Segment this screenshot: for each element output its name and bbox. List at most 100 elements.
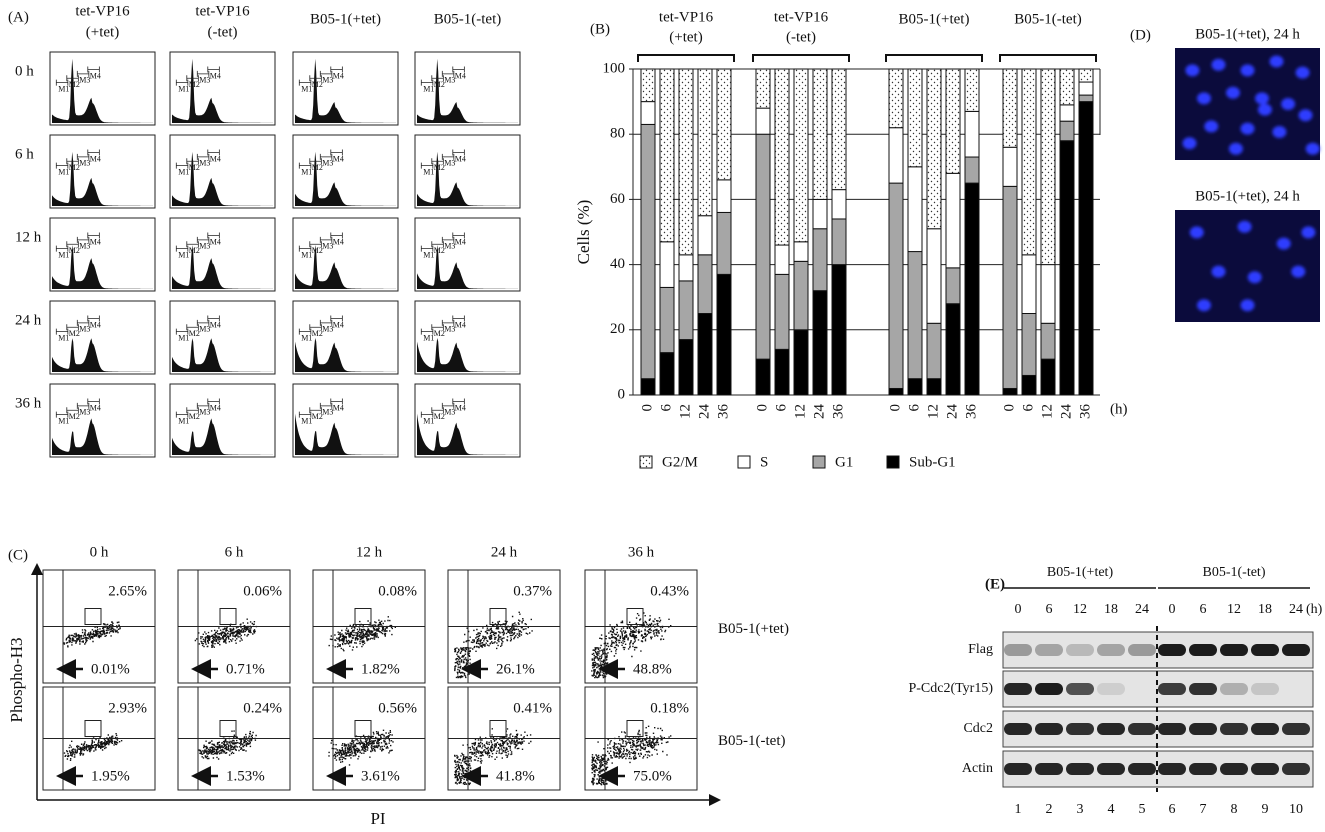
gate — [309, 241, 322, 248]
bar-segment — [1059, 120, 1075, 142]
gate-label: M2 — [312, 163, 323, 172]
histogram-frame — [292, 51, 399, 126]
group-bracket — [885, 54, 983, 62]
histogram-frame — [49, 383, 156, 458]
y-tick-label: 100 — [603, 60, 626, 76]
nucleus — [1189, 226, 1204, 239]
bar-segment — [831, 68, 847, 191]
x-tick-label: 24 — [1058, 404, 1074, 420]
bar-segment — [1040, 264, 1056, 324]
lane-number: 1 — [1015, 802, 1022, 817]
histogram — [295, 245, 396, 289]
nucleus — [1281, 98, 1296, 110]
x-tick-label: 12 — [677, 404, 693, 419]
gate — [431, 158, 444, 165]
dot-cloud — [454, 611, 533, 679]
bar-segment — [945, 303, 961, 396]
gate-box — [626, 720, 644, 737]
gate — [66, 324, 79, 331]
gate — [76, 70, 90, 77]
bar-segment — [697, 68, 713, 217]
gate-box — [219, 608, 237, 625]
gate — [55, 79, 69, 86]
gate — [452, 398, 465, 405]
histogram — [417, 58, 518, 124]
histogram — [52, 58, 153, 124]
timepoint-label: 0 h — [90, 544, 109, 560]
x-tick-label: 12 — [792, 404, 808, 419]
bar-segment — [640, 101, 656, 125]
legend-swatch — [737, 455, 751, 469]
group-label: tet-VP16 — [659, 9, 714, 25]
nucleus — [1204, 120, 1219, 133]
panel-label: (B) — [590, 21, 610, 37]
lane-number: 9 — [1262, 802, 1269, 817]
bar-segment — [774, 273, 790, 350]
nucleus — [1185, 64, 1200, 77]
bar-segment — [640, 68, 656, 103]
histogram-frame — [169, 134, 276, 209]
time-label: 18 — [1104, 602, 1118, 617]
histogram-frame — [169, 383, 276, 458]
gate — [87, 315, 100, 322]
band — [1158, 763, 1186, 775]
band — [1189, 644, 1217, 656]
percent-lower: 0.01% — [91, 661, 130, 677]
gate-label: M2 — [434, 163, 445, 172]
bar-segment — [640, 378, 656, 396]
nucleus — [1298, 109, 1313, 122]
nucleus — [1255, 92, 1269, 105]
gate — [207, 149, 220, 156]
x-tick-label: 36 — [715, 404, 731, 420]
gate — [309, 75, 322, 82]
gate — [87, 149, 100, 156]
y-tick-label: 20 — [610, 321, 625, 337]
gate-label: M2 — [189, 80, 200, 89]
gate — [87, 232, 100, 239]
group-label: B05-1(-tet) — [1203, 565, 1266, 580]
gate — [196, 153, 210, 160]
histogram — [417, 413, 518, 455]
nucleus — [1240, 299, 1255, 312]
gate — [186, 324, 199, 331]
nucleus — [1211, 265, 1226, 278]
band — [1128, 723, 1156, 735]
lane-number: 5 — [1139, 802, 1146, 817]
image-title: B05-1(+tet), 24 h — [1195, 188, 1300, 204]
histogram — [52, 151, 153, 206]
bar-segment — [1078, 68, 1094, 83]
bar-segment — [755, 133, 771, 360]
gate — [207, 398, 220, 405]
histogram — [295, 338, 396, 372]
histogram-frame — [49, 134, 156, 209]
histogram — [172, 418, 273, 455]
gate — [319, 236, 333, 243]
nuclei — [1189, 220, 1316, 312]
histogram — [417, 151, 518, 206]
percent-lower: 3.61% — [361, 768, 400, 784]
band — [1189, 763, 1217, 775]
gate — [420, 411, 434, 418]
legend-label: Sub-G1 — [909, 454, 956, 470]
bar-segment — [1040, 322, 1056, 360]
time-label: 24 — [1135, 602, 1149, 617]
group-bracket — [752, 54, 850, 62]
gate-label: M3 — [322, 159, 333, 168]
gate-box — [219, 720, 237, 737]
gate-label: M3 — [79, 408, 90, 417]
gate — [66, 158, 79, 165]
group-label: (+tet) — [669, 29, 702, 45]
bar-segment — [1078, 94, 1094, 103]
histogram — [295, 58, 396, 124]
percent-lower: 1.95% — [91, 768, 130, 784]
bar-segment — [716, 273, 732, 396]
x-tick-label: 24 — [811, 404, 827, 420]
group-label: B05-1(+tet) — [1047, 565, 1114, 580]
gate — [196, 236, 210, 243]
x-tick-label: 0 — [754, 404, 770, 412]
gate — [441, 70, 455, 77]
bar-segment — [793, 68, 809, 243]
histogram-frame — [414, 217, 521, 292]
bar-segment — [755, 358, 771, 396]
bar-segment — [812, 290, 828, 396]
